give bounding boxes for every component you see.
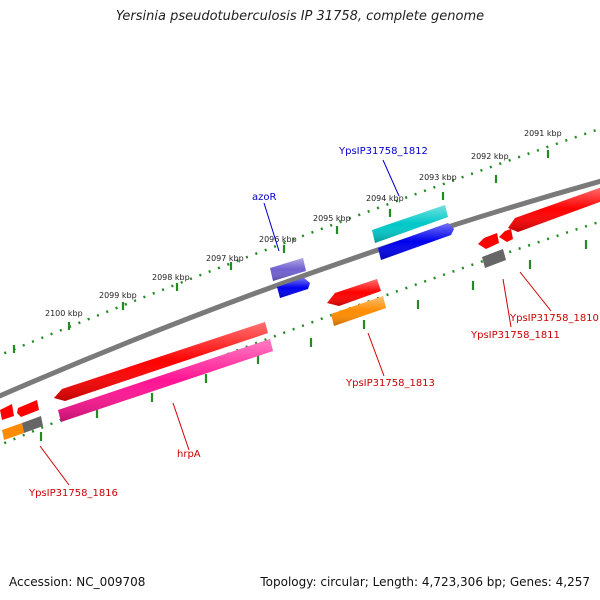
tick-label: 2096 kbp bbox=[259, 235, 297, 244]
gene-arrow-red[interactable] bbox=[499, 229, 513, 242]
label-leaders bbox=[39, 159, 552, 486]
leader-line bbox=[382, 159, 400, 197]
tick-label: 2097 kbp bbox=[206, 254, 244, 263]
gene-shading bbox=[270, 258, 306, 281]
gene-label-1811[interactable]: YpsIP31758_1811 bbox=[470, 330, 560, 341]
gene-shading bbox=[277, 278, 310, 298]
tick-label: 2091 kbp bbox=[524, 129, 562, 138]
gene-label-hrpA[interactable]: hrpA bbox=[177, 449, 201, 460]
genome-backbone bbox=[0, 178, 600, 399]
map-title: Yersinia pseudotuberculosis IP 31758, co… bbox=[115, 9, 485, 24]
tick-label: 2095 kbp bbox=[313, 214, 351, 223]
gene-arrow-red[interactable] bbox=[478, 233, 499, 249]
tick-label: 2094 kbp bbox=[366, 194, 404, 203]
scale-ring-inner bbox=[0, 220, 600, 447]
gene-label-1816[interactable]: YpsIP31758_1816 bbox=[28, 488, 118, 499]
major-ticks-outer bbox=[12, 150, 550, 353]
gene-arrow-1811[interactable] bbox=[482, 249, 506, 268]
gene-shading bbox=[331, 296, 386, 326]
gene-arrow-red[interactable] bbox=[0, 404, 14, 420]
leader-line bbox=[172, 402, 190, 451]
leader-line bbox=[39, 445, 70, 486]
tick-label: 2093 kbp bbox=[419, 173, 457, 182]
gene-arrow-red[interactable] bbox=[17, 400, 39, 417]
gene-label-1810[interactable]: YpsIP31758_1810 bbox=[509, 313, 599, 324]
genome-info-text: Topology: circular; Length: 4,723,306 bp… bbox=[260, 575, 590, 589]
gene-label-1813[interactable]: YpsIP31758_1813 bbox=[345, 378, 435, 389]
tick-label: 2098 kbp bbox=[152, 273, 190, 282]
gene-label-azoR[interactable]: azoR bbox=[252, 192, 276, 203]
accession-text: Accession: NC_009708 bbox=[9, 575, 146, 589]
gene-shading bbox=[372, 205, 448, 243]
tick-label: 2100 kbp bbox=[45, 309, 83, 318]
gene-arrow-orange[interactable] bbox=[2, 423, 24, 440]
scale-labels: 2100 kbp 2099 kbp 2098 kbp 2097 kbp 2096… bbox=[45, 129, 562, 318]
major-ticks-inner bbox=[39, 240, 588, 441]
leader-line bbox=[519, 271, 552, 312]
gene-shading bbox=[58, 339, 273, 422]
gene-label-1812[interactable]: YpsIP31758_1812 bbox=[338, 146, 428, 157]
leader-line bbox=[502, 278, 512, 328]
gene-labels: YpsIP31758_1816 hrpA azoR YpsIP31758_181… bbox=[28, 146, 599, 499]
gene-features bbox=[0, 187, 600, 440]
scale-ring-outer bbox=[0, 127, 600, 357]
tick-label: 2092 kbp bbox=[471, 152, 509, 161]
leader-line bbox=[367, 332, 385, 377]
gene-shading bbox=[378, 223, 454, 260]
gene-arrow-gray[interactable] bbox=[22, 416, 43, 433]
tick-label: 2099 kbp bbox=[99, 291, 137, 300]
gene-shading bbox=[54, 322, 268, 401]
leader-line bbox=[263, 202, 280, 252]
gene-shading bbox=[327, 279, 381, 306]
gene-shading bbox=[508, 187, 600, 232]
